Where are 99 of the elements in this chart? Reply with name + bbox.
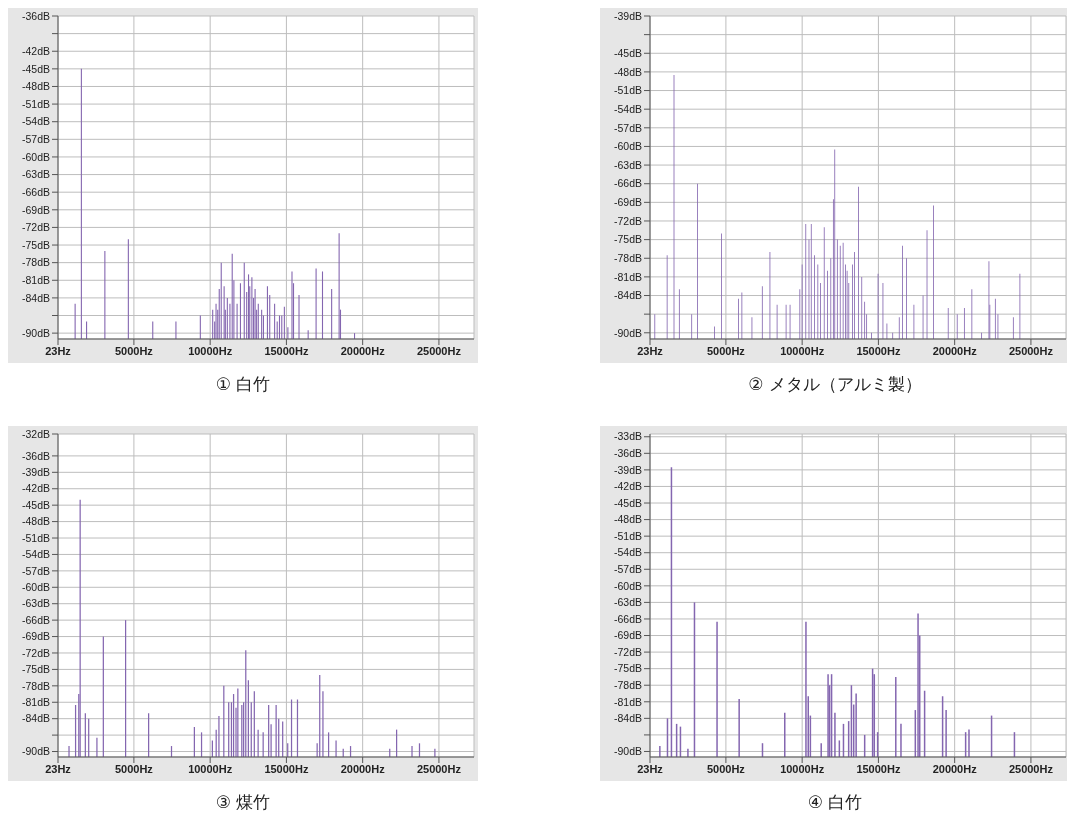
y-tick-label: -45dB <box>613 496 642 509</box>
y-tick-label: -75dB <box>21 238 50 251</box>
y-tick-label: -66dB <box>21 185 50 198</box>
y-tick-label: -75dB <box>613 233 642 246</box>
y-tick-label: -39dB <box>613 9 642 22</box>
y-tick-label: -84dB <box>613 289 642 302</box>
y-tick-label: -63dB <box>613 158 642 171</box>
x-tick-label: 20000Hz <box>340 762 386 775</box>
y-tick-label: -48dB <box>21 515 50 528</box>
y-tick-label: -75dB <box>21 663 50 676</box>
y-tick-label: -69dB <box>613 629 642 642</box>
y-tick-label: -78dB <box>21 256 50 269</box>
x-tick-label: 5000Hz <box>114 344 154 357</box>
y-tick-label: -48dB <box>21 80 50 93</box>
text: ① 白竹 <box>214 373 272 395</box>
x-tick-label: 25000Hz <box>416 344 462 357</box>
y-tick-label: -90dB <box>613 326 642 339</box>
y-tick-label: -60dB <box>613 140 642 153</box>
y-tick-label: -75dB <box>613 662 642 675</box>
y-tick-label: -63dB <box>21 597 50 610</box>
y-tick-label: -51dB <box>613 529 642 542</box>
x-tick-label: 10000Hz <box>780 344 825 357</box>
x-tick-label: 5000Hz <box>114 762 154 775</box>
y-tick-label: -54dB <box>21 115 50 128</box>
y-tick-label: -54dB <box>613 102 642 115</box>
x-tick-label: 23Hz <box>637 762 664 775</box>
x-tick-label: 23Hz <box>637 344 664 357</box>
y-tick-label: -81dB <box>613 270 642 283</box>
text: ② メタル（アルミ製） <box>747 373 923 395</box>
y-tick-label: -81dB <box>613 695 642 708</box>
x-tick-label: 15000Hz <box>264 344 309 357</box>
y-tick-label: -51dB <box>21 531 50 544</box>
x-tick-label: 10000Hz <box>188 344 233 357</box>
y-tick-label: -66dB <box>613 177 642 190</box>
y-tick-label: -66dB <box>21 613 50 626</box>
y-tick-label: -78dB <box>21 679 50 692</box>
y-tick-label: -51dB <box>21 97 50 110</box>
y-tick-label: -90dB <box>21 745 50 758</box>
x-tick-label: 10000Hz <box>188 762 233 775</box>
y-tick-label: -45dB <box>21 62 50 75</box>
x-tick-label: 15000Hz <box>856 344 901 357</box>
y-tick-label: -72dB <box>21 646 50 659</box>
y-tick-label: -45dB <box>613 47 642 59</box>
x-tick-label: 15000Hz <box>856 762 901 775</box>
y-tick-label: -69dB <box>613 196 642 209</box>
y-tick-label: -33dB <box>613 430 642 443</box>
text: ④ 白竹 <box>806 791 864 813</box>
y-tick-label: -84dB <box>21 291 50 304</box>
y-tick-label: -69dB <box>21 203 50 216</box>
y-tick-label: -90dB <box>21 326 50 339</box>
y-tick-label: -60dB <box>21 581 50 594</box>
x-tick-label: 25000Hz <box>1008 762 1054 775</box>
y-tick-label: -36dB <box>21 449 50 462</box>
y-tick-label: -36dB <box>21 9 50 22</box>
y-tick-label: -81dB <box>21 274 50 286</box>
x-tick-label: 20000Hz <box>932 344 978 357</box>
y-tick-label: -78dB <box>613 251 642 264</box>
y-tick-label: -32dB <box>21 427 50 440</box>
y-tick-label: -60dB <box>613 579 642 592</box>
y-tick-label: -42dB <box>613 480 642 493</box>
text: ③ 煤竹 <box>214 791 272 813</box>
y-tick-label: -90dB <box>613 745 642 758</box>
y-tick-label: -81dB <box>21 695 50 708</box>
y-tick-label: -42dB <box>21 44 50 57</box>
y-tick-label: -39dB <box>21 466 50 479</box>
y-tick-label: -72dB <box>613 645 642 658</box>
y-tick-label: -48dB <box>613 513 642 526</box>
y-tick-label: -63dB <box>613 596 642 609</box>
y-tick-label: -45dB <box>21 498 50 511</box>
x-tick-label: 20000Hz <box>340 344 386 357</box>
y-tick-label: -36dB <box>613 447 642 460</box>
y-tick-label: -57dB <box>613 563 642 575</box>
y-tick-label: -84dB <box>613 712 642 725</box>
x-tick-label: 23Hz <box>45 762 72 775</box>
y-tick-label: -51dB <box>613 84 642 97</box>
y-tick-label: -60dB <box>21 150 50 163</box>
x-tick-label: 23Hz <box>45 344 72 357</box>
y-tick-label: -57dB <box>613 121 642 134</box>
x-tick-label: 15000Hz <box>264 762 309 775</box>
x-tick-label: 5000Hz <box>706 344 746 357</box>
y-tick-label: -72dB <box>613 214 642 227</box>
y-tick-label: -54dB <box>613 546 642 559</box>
y-tick-label: -66dB <box>613 612 642 625</box>
y-tick-label: -39dB <box>613 463 642 476</box>
y-tick-label: -69dB <box>21 630 50 643</box>
y-tick-label: -54dB <box>21 548 50 561</box>
x-tick-label: 25000Hz <box>416 762 462 775</box>
x-tick-label: 20000Hz <box>932 762 978 775</box>
y-tick-label: -78dB <box>613 678 642 691</box>
y-tick-label: -84dB <box>21 712 50 725</box>
x-tick-label: 5000Hz <box>706 762 746 775</box>
y-tick-label: -63dB <box>21 168 50 181</box>
x-tick-label: 10000Hz <box>780 762 825 775</box>
y-tick-label: -72dB <box>21 221 50 234</box>
y-tick-label: -57dB <box>21 564 50 577</box>
y-tick-label: -42dB <box>21 482 50 495</box>
y-tick-label: -48dB <box>613 65 642 78</box>
x-tick-label: 25000Hz <box>1008 344 1054 357</box>
y-tick-label: -57dB <box>21 133 50 146</box>
